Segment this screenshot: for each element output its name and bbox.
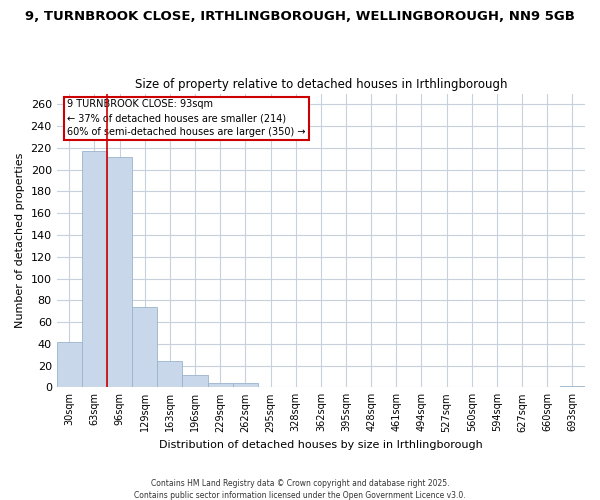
- Bar: [233, 383, 258, 388]
- Bar: [107, 156, 132, 388]
- Y-axis label: Number of detached properties: Number of detached properties: [15, 152, 25, 328]
- Text: 9, TURNBROOK CLOSE, IRTHLINGBOROUGH, WELLINGBOROUGH, NN9 5GB: 9, TURNBROOK CLOSE, IRTHLINGBOROUGH, WEL…: [25, 10, 575, 23]
- Bar: [157, 361, 182, 388]
- Bar: [56, 342, 82, 388]
- Bar: [132, 307, 157, 388]
- Title: Size of property relative to detached houses in Irthlingborough: Size of property relative to detached ho…: [134, 78, 507, 91]
- Bar: [560, 386, 585, 388]
- Text: 9 TURNBROOK CLOSE: 93sqm
← 37% of detached houses are smaller (214)
60% of semi-: 9 TURNBROOK CLOSE: 93sqm ← 37% of detach…: [67, 100, 306, 138]
- Bar: [208, 383, 233, 388]
- Bar: [182, 376, 208, 388]
- Bar: [82, 151, 107, 388]
- Text: Contains HM Land Registry data © Crown copyright and database right 2025.
Contai: Contains HM Land Registry data © Crown c…: [134, 478, 466, 500]
- X-axis label: Distribution of detached houses by size in Irthlingborough: Distribution of detached houses by size …: [159, 440, 483, 450]
